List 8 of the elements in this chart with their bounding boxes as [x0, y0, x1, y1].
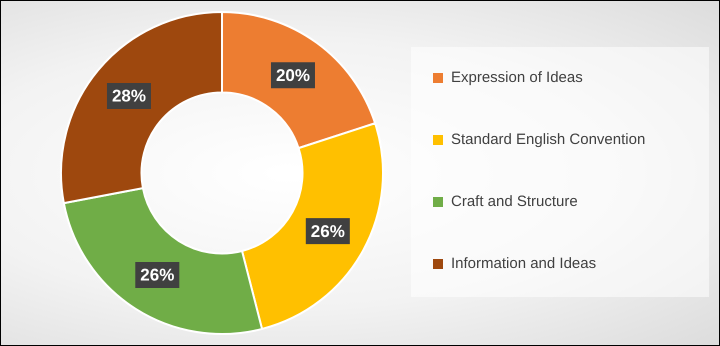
data-label: 26%: [310, 222, 345, 241]
legend-label: Information and Ideas: [451, 255, 596, 272]
data-label: 20%: [276, 66, 310, 85]
legend-label: Standard English Convention: [451, 131, 646, 148]
data-label: 26%: [140, 266, 174, 285]
data-label: 28%: [112, 86, 146, 106]
legend-label: Expression of Ideas: [451, 69, 583, 86]
legend-label: Craft and Structure: [451, 193, 578, 210]
